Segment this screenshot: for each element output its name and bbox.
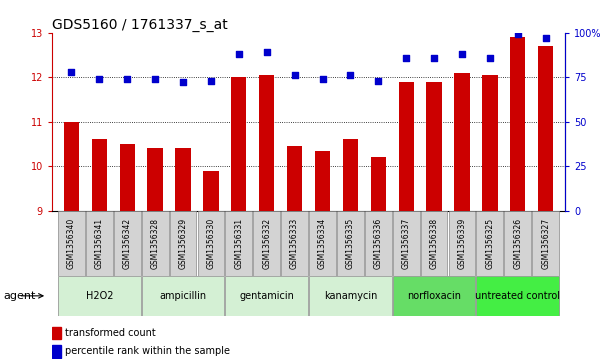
Bar [259, 75, 274, 211]
Point [262, 49, 272, 55]
Text: GSM1356332: GSM1356332 [262, 218, 271, 269]
Bar [52, 345, 61, 358]
Bar [477, 276, 559, 316]
Bar [175, 148, 191, 211]
Bar [203, 171, 219, 211]
Bar [504, 211, 531, 276]
Text: GSM1356334: GSM1356334 [318, 217, 327, 269]
Text: GSM1356333: GSM1356333 [290, 217, 299, 269]
Point [318, 76, 327, 82]
Point [345, 73, 355, 78]
Bar [225, 211, 252, 276]
Bar [365, 211, 392, 276]
Bar [343, 139, 358, 211]
Point [429, 55, 439, 61]
Bar [92, 139, 107, 211]
Point [513, 32, 522, 37]
Bar [448, 211, 475, 276]
Bar [398, 82, 414, 211]
Bar [482, 75, 497, 211]
Text: untreated control: untreated control [475, 291, 560, 301]
Bar [58, 211, 85, 276]
Text: H2O2: H2O2 [86, 291, 113, 301]
Bar [455, 73, 470, 211]
Text: percentile rank within the sample: percentile rank within the sample [65, 346, 230, 356]
Text: agent: agent [3, 291, 35, 301]
Text: norfloxacin: norfloxacin [407, 291, 461, 301]
Bar [142, 211, 169, 276]
Text: kanamycin: kanamycin [324, 291, 377, 301]
Point [290, 73, 299, 78]
Text: GSM1356325: GSM1356325 [485, 218, 494, 269]
Bar [309, 211, 336, 276]
Bar [309, 276, 392, 316]
Text: GSM1356328: GSM1356328 [151, 218, 159, 269]
Bar [120, 144, 135, 211]
Text: GSM1356340: GSM1356340 [67, 217, 76, 269]
Point [485, 55, 495, 61]
Text: GSM1356327: GSM1356327 [541, 218, 550, 269]
Bar [393, 276, 475, 316]
Bar [538, 46, 554, 211]
Bar [170, 211, 196, 276]
Point [401, 55, 411, 61]
Text: GSM1356326: GSM1356326 [513, 218, 522, 269]
Bar [281, 211, 308, 276]
Point [457, 51, 467, 57]
Bar [477, 211, 503, 276]
Bar [147, 148, 163, 211]
Bar [426, 82, 442, 211]
Text: gentamicin: gentamicin [240, 291, 294, 301]
Bar [287, 146, 302, 211]
Text: transformed count: transformed count [65, 328, 156, 338]
Text: GSM1356335: GSM1356335 [346, 217, 355, 269]
Text: ampicillin: ampicillin [159, 291, 207, 301]
Text: GSM1356337: GSM1356337 [401, 217, 411, 269]
Bar [254, 211, 280, 276]
Point [95, 76, 104, 82]
Point [373, 78, 383, 83]
Bar [142, 276, 224, 316]
Text: GSM1356336: GSM1356336 [374, 217, 382, 269]
Bar [393, 211, 420, 276]
Text: GSM1356338: GSM1356338 [430, 218, 439, 269]
Text: GDS5160 / 1761337_s_at: GDS5160 / 1761337_s_at [52, 18, 228, 32]
Bar [231, 77, 246, 211]
Bar [371, 157, 386, 211]
Point [206, 78, 216, 83]
Bar [315, 151, 330, 211]
Point [541, 35, 551, 41]
Text: GSM1356341: GSM1356341 [95, 218, 104, 269]
Bar [64, 122, 79, 211]
Bar [86, 211, 113, 276]
Bar [421, 211, 447, 276]
Point [122, 76, 132, 82]
Bar [197, 211, 224, 276]
Bar [337, 211, 364, 276]
Point [178, 79, 188, 85]
Text: GSM1356330: GSM1356330 [207, 217, 216, 269]
Point [67, 69, 76, 75]
Text: GSM1356331: GSM1356331 [235, 218, 243, 269]
Point [234, 51, 244, 57]
Bar [114, 211, 141, 276]
Bar [225, 276, 308, 316]
Bar [510, 37, 525, 211]
Bar [52, 327, 61, 339]
Text: GSM1356329: GSM1356329 [178, 218, 188, 269]
Text: GSM1356342: GSM1356342 [123, 218, 132, 269]
Bar [532, 211, 559, 276]
Point [150, 76, 160, 82]
Bar [58, 276, 141, 316]
Text: GSM1356339: GSM1356339 [458, 217, 466, 269]
